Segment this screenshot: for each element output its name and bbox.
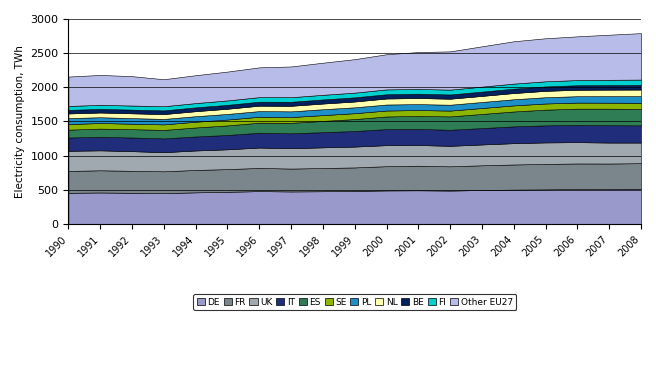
Legend: DE, FR, UK, IT, ES, SE, PL, NL, BE, FI, Other EU27: DE, FR, UK, IT, ES, SE, PL, NL, BE, FI, … [193,294,516,310]
Y-axis label: Electricity consumption, TWh: Electricity consumption, TWh [15,45,25,198]
